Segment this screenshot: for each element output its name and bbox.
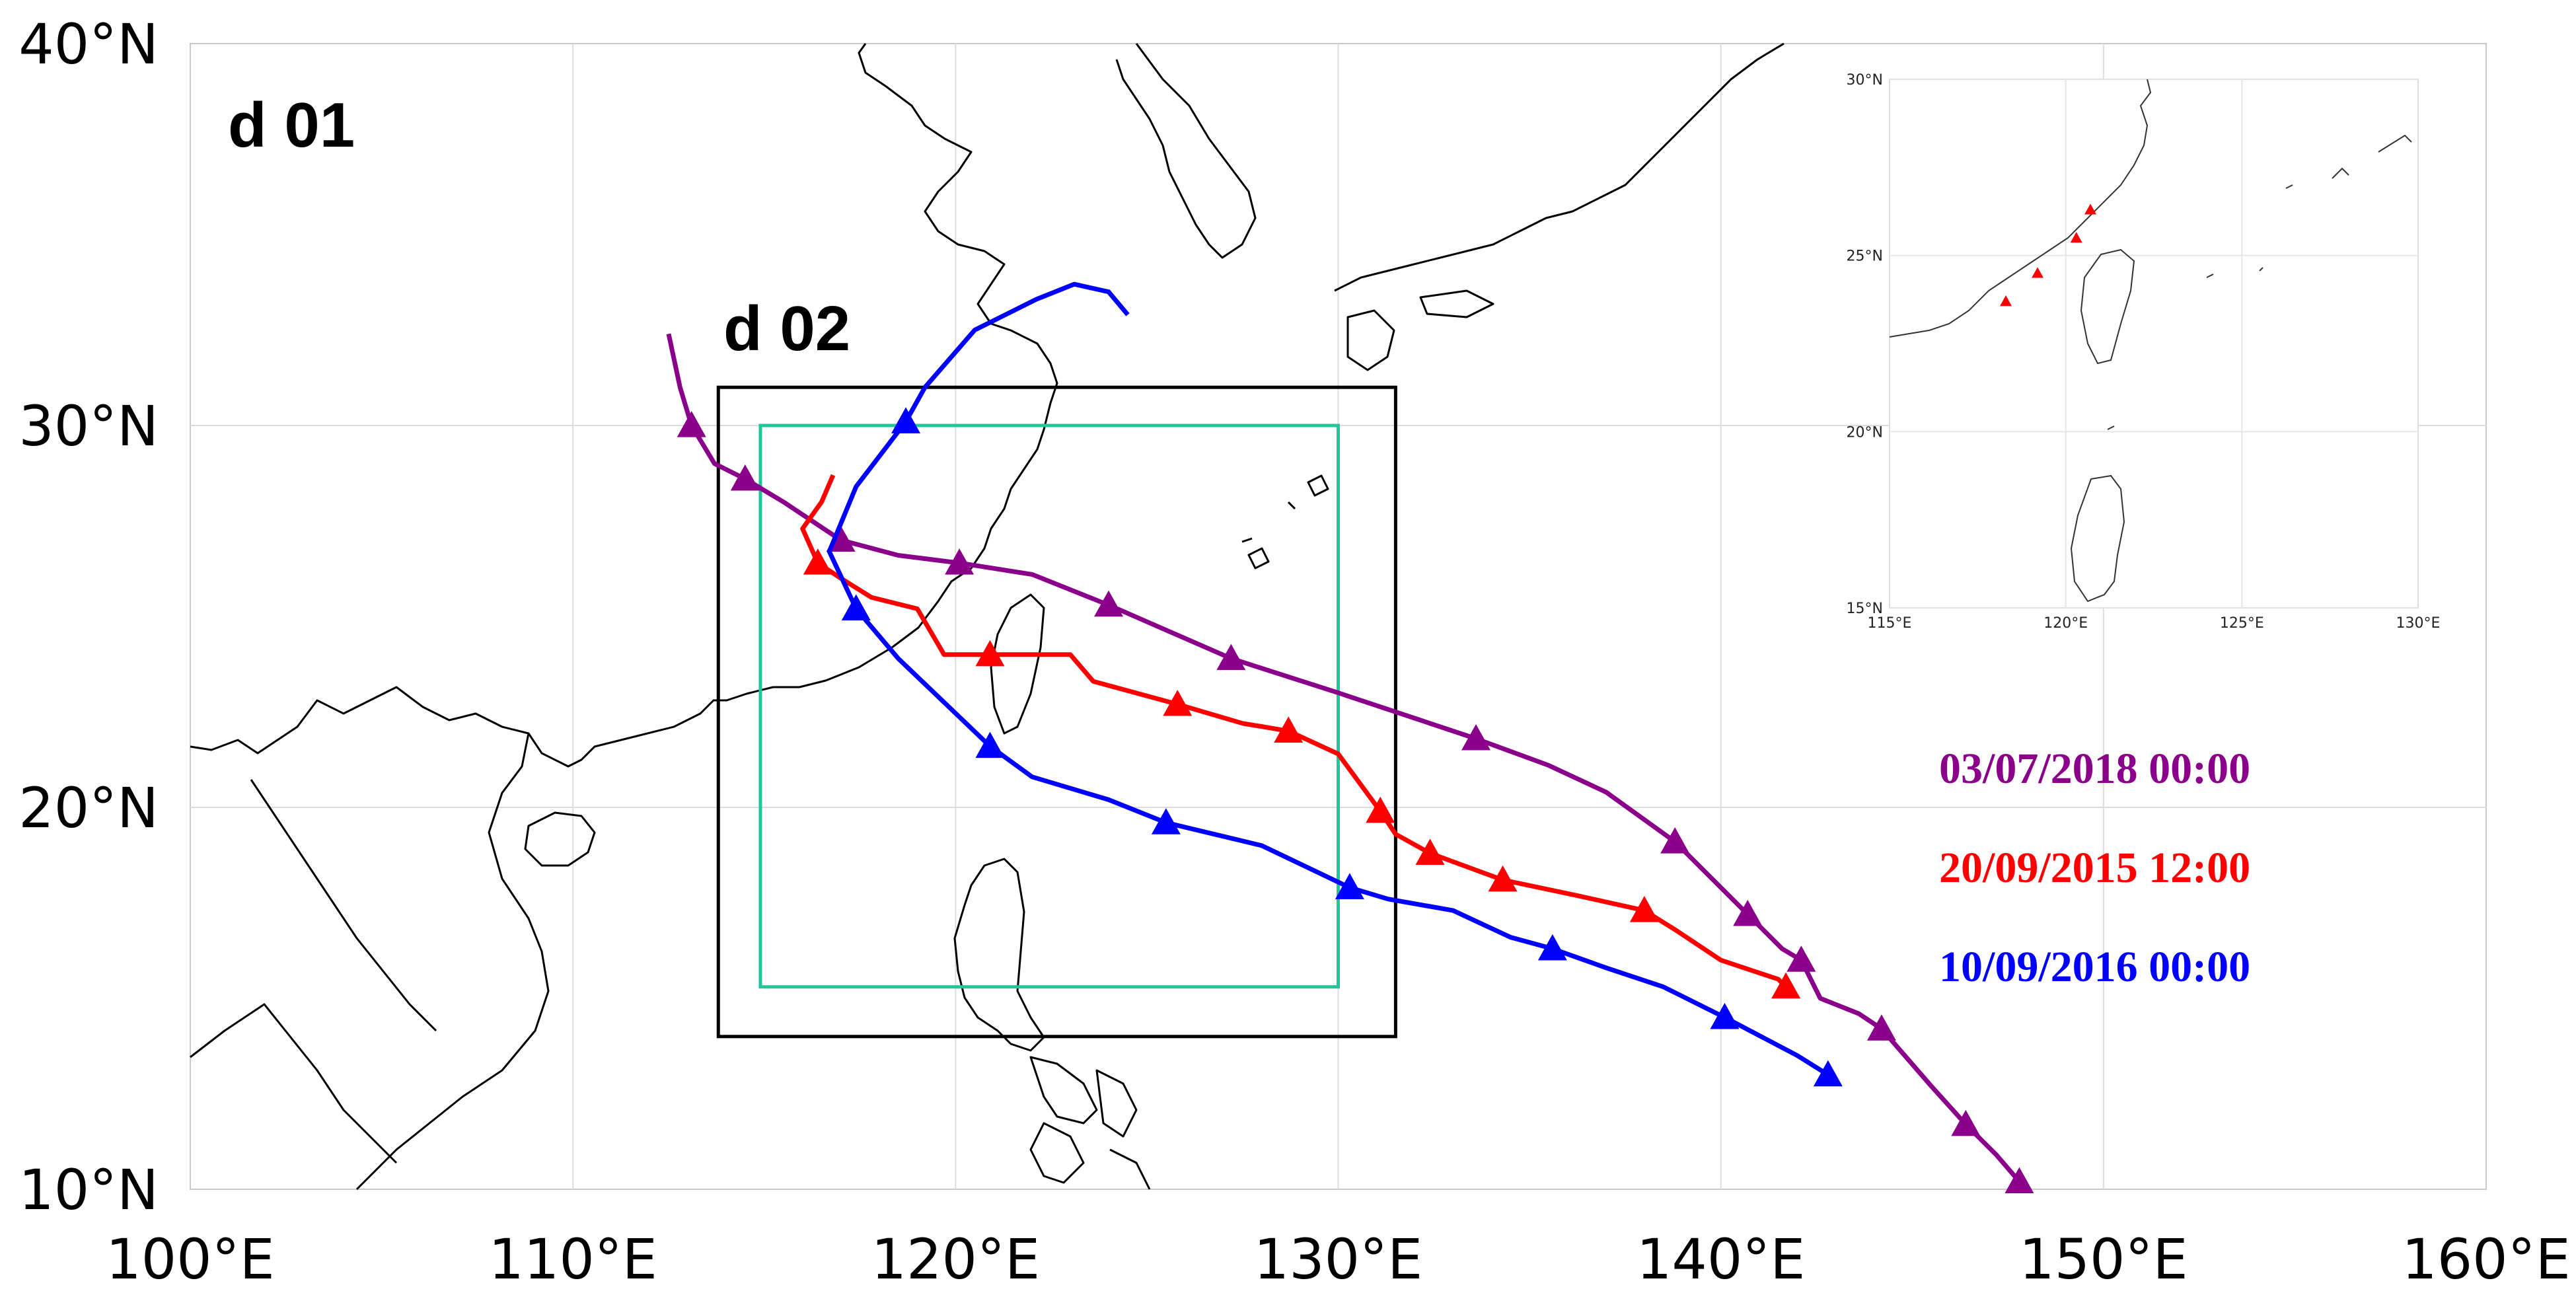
inset-marker [2000, 295, 2012, 307]
domain-d03-box [758, 424, 1341, 989]
track-marker [1537, 934, 1567, 961]
track-marker [1366, 796, 1395, 823]
inset-x-ticks: 115°E 120°E 125°E 130°E [1868, 615, 2441, 632]
track-marker [1771, 972, 1801, 999]
legend-entry-2018: 03/07/2018 00:00 [1939, 745, 2250, 793]
track-marker [975, 640, 1005, 667]
inset-y-tick-label: 25°N [1847, 248, 1883, 265]
indochina-coastline [355, 733, 550, 1191]
track-marker [1415, 838, 1445, 865]
legend-entry-2015: 20/09/2015 12:00 [1939, 844, 2250, 892]
track-marker [975, 731, 1005, 758]
y-tick-label: 10°N [18, 1158, 159, 1222]
x-tick-label: 100°E [106, 1227, 274, 1292]
track-marker [2005, 1167, 2034, 1194]
philippine-islands [1029, 1056, 1151, 1190]
kyushu-coastline [1346, 309, 1395, 371]
track-marker [1216, 644, 1246, 671]
track-marker [730, 464, 760, 491]
track-marker [891, 407, 921, 433]
inset-frame [1889, 79, 2419, 609]
x-tick-label: 160°E [2402, 1227, 2570, 1292]
x-tick-label: 150°E [2019, 1227, 2188, 1292]
inset-marker [2070, 232, 2082, 243]
inset-map: 115°E 120°E 125°E 130°E 15°N 20°N 25°N 30°N [1847, 72, 2441, 632]
x-tick-label: 140°E [1637, 1227, 1805, 1292]
inset-luzon [2070, 474, 2125, 603]
inset-marker [2084, 203, 2096, 215]
track-marker [1274, 716, 1304, 743]
y-tick-label: 30°N [18, 394, 159, 459]
y-tick-label: 20°N [18, 776, 159, 840]
inset-x-tick-label: 130°E [2396, 615, 2441, 632]
inset-y-tick-label: 15°N [1847, 601, 1883, 617]
track-marker [1094, 590, 1123, 617]
track-0 [666, 333, 2034, 1194]
track-marker [1335, 873, 1364, 899]
track-marker [1488, 865, 1518, 892]
x-axis-ticks: 100°E 110°E 120°E 130°E 140°E 150°E 160°E [106, 1227, 2570, 1292]
hainan-island [524, 811, 596, 867]
luzon-coastline [953, 858, 1045, 1052]
inset-ryukyu [2107, 134, 2412, 430]
track-marker [1629, 896, 1659, 922]
legend: 03/07/2018 00:00 20/09/2015 12:00 10/09/… [1939, 745, 2250, 991]
track-line [827, 281, 1829, 1077]
korea-coastline [1115, 43, 1257, 259]
y-axis-ticks: 10°N 20°N 30°N 40°N [18, 12, 159, 1222]
japan-coastline [1334, 42, 1785, 292]
ryukyu-islands [1241, 474, 1329, 570]
track-marker [677, 411, 706, 437]
track-marker [1461, 723, 1490, 751]
track-line [666, 333, 2022, 1183]
x-tick-label: 110°E [488, 1227, 657, 1292]
inset-y-tick-label: 30°N [1847, 72, 1883, 89]
inset-x-tick-label: 120°E [2043, 615, 2088, 632]
track-marker [945, 548, 975, 575]
track-marker [1163, 689, 1193, 716]
china-indochina-coastline [190, 43, 1058, 768]
inset-taiwan [2080, 248, 2135, 365]
inset-china-coastline [1889, 79, 2152, 338]
inset-gridlines [1890, 79, 2418, 608]
indochina-border [190, 1003, 398, 1164]
x-tick-label: 130°E [1254, 1227, 1422, 1292]
y-tick-label: 40°N [18, 12, 159, 77]
track-2 [827, 281, 1843, 1087]
track-marker [1710, 1002, 1740, 1029]
inset-markers [2000, 203, 2096, 307]
track-marker [1786, 945, 1816, 972]
track-marker [841, 594, 871, 621]
inset-marker [2032, 267, 2043, 278]
x-tick-label: 120°E [871, 1227, 1040, 1292]
typhoon-tracks [666, 281, 2034, 1194]
domain-d01-label: d 01 [228, 90, 355, 161]
inset-y-ticks: 15°N 20°N 25°N 30°N [1847, 72, 1883, 617]
track-marker [1951, 1109, 1981, 1136]
track-marker [1813, 1060, 1843, 1087]
track-marker [1660, 827, 1690, 854]
track-marker [1866, 1014, 1896, 1041]
inset-x-tick-label: 115°E [1868, 615, 1912, 632]
coastlines [190, 42, 1785, 1191]
shikoku-coastline [1419, 289, 1494, 318]
track-marker [803, 548, 832, 575]
inset-y-tick-label: 20°N [1847, 424, 1883, 441]
legend-entry-2016: 10/09/2016 00:00 [1939, 943, 2250, 991]
track-marker [1151, 808, 1181, 834]
inland-border [250, 779, 437, 1032]
inset-x-tick-label: 125°E [2220, 615, 2264, 632]
track-marker [1733, 899, 1763, 926]
domain-d02-label: d 02 [723, 293, 850, 364]
